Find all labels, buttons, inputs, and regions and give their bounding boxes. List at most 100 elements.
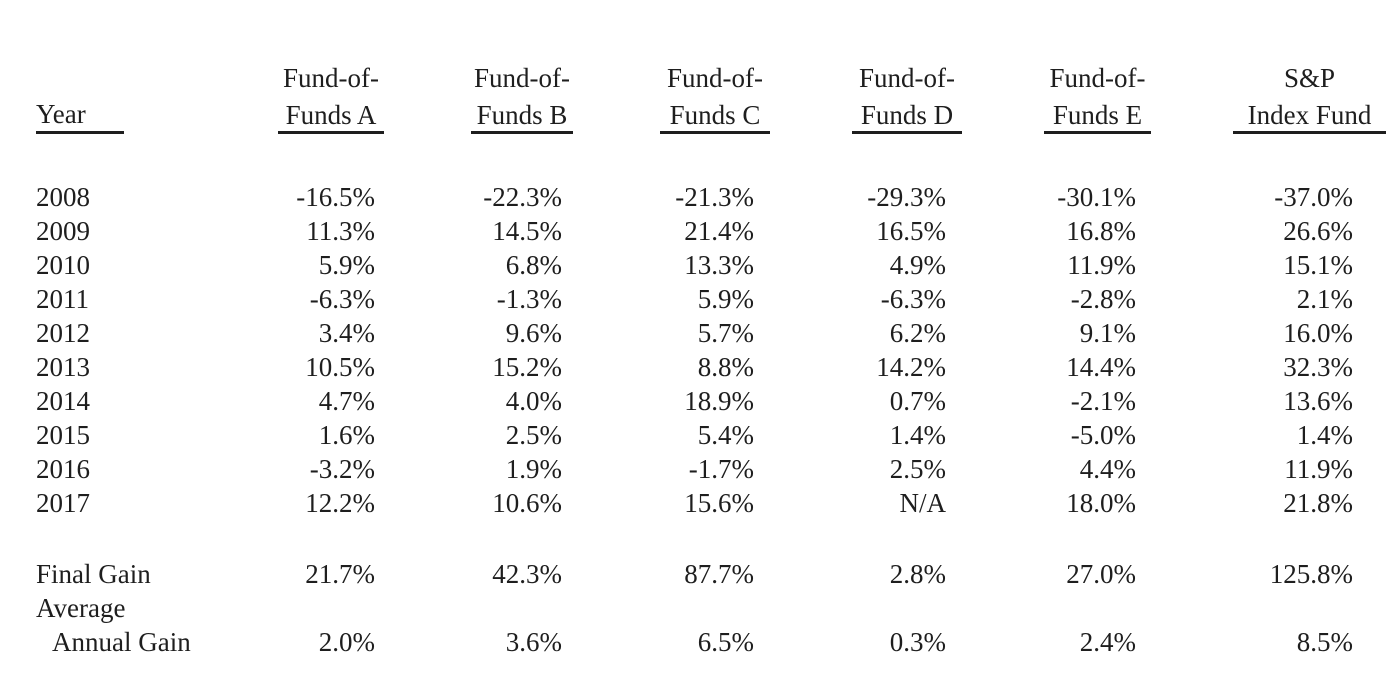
table-row: 2015 1.6% 2.5% 5.4% 1.4% -5.0% 1.4% [0, 418, 1400, 452]
cell-sp-index: 8.5% [1296, 627, 1353, 657]
cell-fund-e: -2.8% [1070, 284, 1136, 314]
cell-fund-b: -1.3% [496, 284, 562, 314]
header-year-label: Year [36, 99, 86, 129]
table-row: 2012 3.4% 9.6% 5.7% 6.2% 9.1% 16.0% [0, 316, 1400, 350]
header-fund-c-line2: Funds C [669, 100, 761, 130]
header-sp-index: S&P Index Fund [1233, 60, 1386, 134]
cell-fund-c: 13.3% [684, 250, 754, 280]
cell-fund-a: -3.2% [309, 454, 375, 484]
summary-row-average-label: Average [0, 591, 1400, 625]
table-row: 2013 10.5% 15.2% 8.8% 14.2% 14.4% 32.3% [0, 350, 1400, 384]
cell-fund-a: -16.5% [296, 182, 375, 212]
header-fund-b-underline [471, 131, 573, 134]
cell-fund-d: 0.3% [889, 627, 946, 657]
cell-fund-e: 9.1% [1079, 318, 1136, 348]
cell-fund-a: 12.2% [305, 488, 375, 518]
cell-fund-b: 10.6% [492, 488, 562, 518]
cell-fund-e: 11.9% [1067, 250, 1136, 280]
cell-sp-index: 1.4% [1296, 420, 1353, 450]
cell-fund-d: 16.5% [876, 216, 946, 246]
cell-fund-b: 15.2% [492, 352, 562, 382]
cell-fund-a: 10.5% [305, 352, 375, 382]
row-year: 2015 [36, 420, 90, 450]
cell-fund-c: 5.9% [697, 284, 754, 314]
cell-fund-b: 2.5% [505, 420, 562, 450]
row-year: 2013 [36, 352, 90, 382]
cell-fund-a: 11.3% [306, 216, 375, 246]
header-fund-e-line1: Fund-of- [1049, 63, 1146, 93]
cell-fund-e: 27.0% [1066, 559, 1136, 589]
header-fund-b-line1: Fund-of- [474, 63, 570, 93]
row-year: 2014 [36, 386, 90, 416]
cell-sp-index: -37.0% [1274, 182, 1353, 212]
cell-fund-b: 3.6% [505, 627, 562, 657]
header-sp-index-line2: Index Fund [1247, 100, 1372, 130]
cell-fund-e: 16.8% [1066, 216, 1136, 246]
cell-fund-e: 2.4% [1079, 627, 1136, 657]
header-fund-d-line1: Fund-of- [859, 63, 955, 93]
table-row: 2010 5.9% 6.8% 13.3% 4.9% 11.9% 15.1% [0, 248, 1400, 282]
cell-fund-b: 14.5% [492, 216, 562, 246]
cell-fund-d: -29.3% [867, 182, 946, 212]
cell-fund-e: 14.4% [1066, 352, 1136, 382]
cell-fund-d: 2.8% [889, 559, 946, 589]
table-row: 2016 -3.2% 1.9% -1.7% 2.5% 4.4% 11.9% [0, 452, 1400, 486]
cell-fund-b: 1.9% [505, 454, 562, 484]
average-annual-gain-label-line2: Annual Gain [52, 627, 191, 657]
cell-fund-d: 0.7% [889, 386, 946, 416]
cell-fund-e: -5.0% [1070, 420, 1136, 450]
header-fund-a-underline [278, 131, 384, 134]
header-fund-c-line1: Fund-of- [667, 63, 763, 93]
header-fund-d-underline [852, 131, 962, 134]
cell-fund-a: -6.3% [309, 284, 375, 314]
cell-fund-a: 5.9% [318, 250, 375, 280]
cell-fund-d: 2.5% [889, 454, 946, 484]
header-fund-c: Fund-of- Funds C [660, 60, 770, 134]
header-fund-a: Fund-of- Funds A [278, 60, 384, 134]
cell-sp-index: 26.6% [1283, 216, 1353, 246]
cell-sp-index: 125.8% [1269, 559, 1353, 589]
header-year: Year [36, 96, 86, 133]
header-year-underline [36, 131, 124, 134]
cell-fund-b: 9.6% [505, 318, 562, 348]
cell-fund-d: N/A [899, 488, 947, 518]
header-sp-index-underline [1233, 131, 1386, 134]
cell-sp-index: 11.9% [1284, 454, 1353, 484]
cell-fund-a: 3.4% [318, 318, 375, 348]
cell-sp-index: 2.1% [1296, 284, 1353, 314]
cell-fund-c: 15.6% [684, 488, 754, 518]
row-year: 2016 [36, 454, 90, 484]
cell-fund-c: 5.7% [697, 318, 754, 348]
header-fund-e-line2: Funds E [1052, 100, 1143, 130]
cell-fund-c: 6.5% [697, 627, 754, 657]
cell-fund-b: 4.0% [505, 386, 562, 416]
cell-sp-index: 32.3% [1283, 352, 1353, 382]
cell-fund-a: 2.0% [318, 627, 375, 657]
cell-fund-d: 6.2% [889, 318, 946, 348]
row-year: 2012 [36, 318, 90, 348]
cell-fund-c: -1.7% [688, 454, 754, 484]
row-year: 2008 [36, 182, 90, 212]
cell-fund-a: 4.7% [318, 386, 375, 416]
header-sp-index-line1: S&P [1283, 63, 1336, 93]
cell-fund-b: 6.8% [505, 250, 562, 280]
cell-fund-c: 87.7% [684, 559, 754, 589]
cell-fund-c: 21.4% [684, 216, 754, 246]
header-fund-d-line2: Funds D [860, 100, 954, 130]
cell-fund-d: 1.4% [889, 420, 946, 450]
cell-fund-d: -6.3% [880, 284, 946, 314]
cell-sp-index: 21.8% [1283, 488, 1353, 518]
cell-fund-e: -30.1% [1057, 182, 1136, 212]
row-year: 2010 [36, 250, 90, 280]
table-row: 2017 12.2% 10.6% 15.6% N/A 18.0% 21.8% [0, 486, 1400, 520]
average-annual-gain-label-line1: Average [36, 593, 126, 623]
row-year: 2009 [36, 216, 90, 246]
cell-fund-a: 21.7% [305, 559, 375, 589]
cell-fund-b: 42.3% [492, 559, 562, 589]
cell-fund-c: -21.3% [675, 182, 754, 212]
row-year: 2017 [36, 488, 90, 518]
table-row: 2014 4.7% 4.0% 18.9% 0.7% -2.1% 13.6% [0, 384, 1400, 418]
table-row: 2011 -6.3% -1.3% 5.9% -6.3% -2.8% 2.1% [0, 282, 1400, 316]
row-year: 2011 [36, 284, 89, 314]
